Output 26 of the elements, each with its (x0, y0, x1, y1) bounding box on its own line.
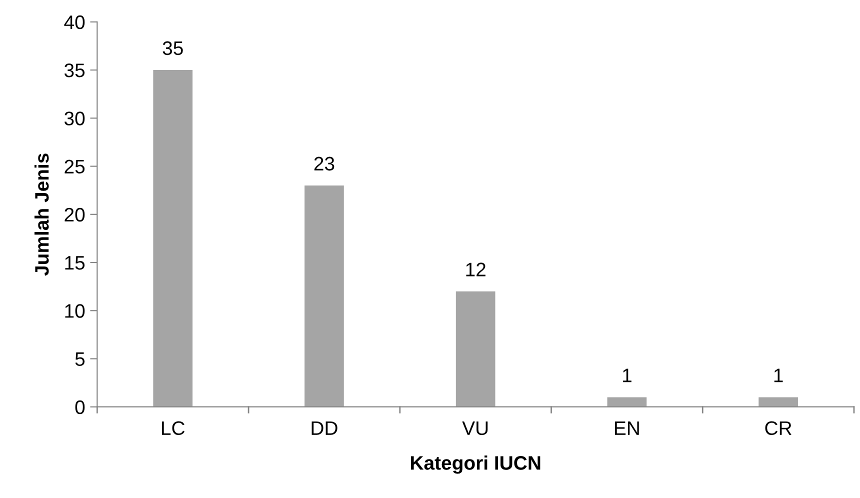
x-tick-label: CR (765, 421, 792, 436)
data-label: 23 (314, 156, 334, 171)
y-tick-label: 5 (75, 352, 85, 366)
data-label: 35 (162, 41, 183, 56)
x-tick-label: EN (615, 421, 639, 435)
data-label: 1 (774, 368, 783, 382)
y-tick-label: 15 (65, 256, 85, 270)
data-label: 1 (623, 368, 632, 382)
y-tick-label: 40 (64, 15, 85, 30)
x-tick-label: DD (312, 421, 338, 435)
y-tick-label: 0 (75, 400, 85, 414)
y-axis-title: Jumlah Jenis (34, 154, 49, 276)
x-axis-title: Kategori IUCN (410, 456, 540, 474)
x-tick-label: LC (162, 421, 185, 436)
x-tick-label: VU (462, 421, 488, 436)
bar (607, 397, 647, 407)
y-tick-label: 10 (65, 304, 85, 318)
y-tick-label: 20 (64, 208, 85, 222)
y-tick-label: 35 (64, 64, 85, 78)
data-label: 12 (466, 262, 486, 276)
y-tick-label: 25 (64, 160, 85, 174)
y-tick-label: 30 (64, 112, 85, 126)
bar (456, 291, 496, 407)
bar (153, 70, 193, 407)
bar (758, 397, 798, 407)
bar (304, 186, 344, 407)
